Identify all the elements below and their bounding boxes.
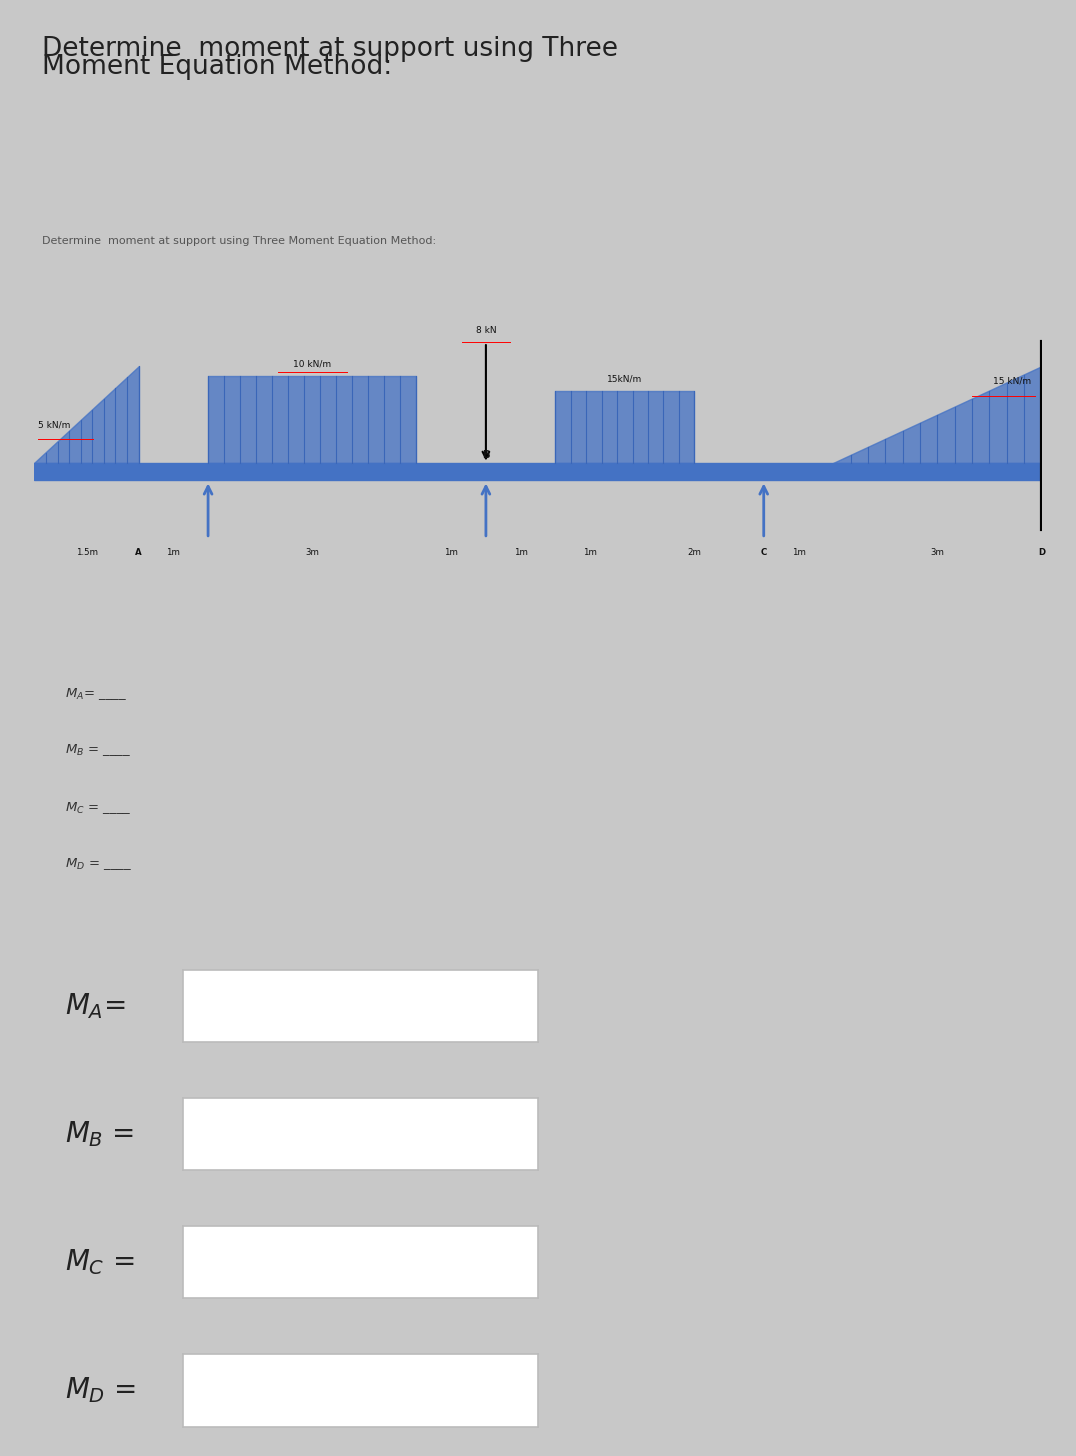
Text: $M_A$=: $M_A$=: [65, 992, 125, 1021]
Text: 1.5m: 1.5m: [75, 549, 98, 558]
Text: B: B: [482, 450, 490, 460]
Text: A: A: [136, 549, 142, 558]
Text: $M_B$ = ____: $M_B$ = ____: [65, 743, 131, 759]
Bar: [208, 376, 416, 463]
Text: 1m: 1m: [583, 549, 597, 558]
Text: Moment Equation Method:: Moment Equation Method:: [42, 54, 393, 80]
Text: $M_D$ = ____: $M_D$ = ____: [65, 856, 132, 872]
Text: 3m: 3m: [306, 549, 320, 558]
Text: $M_A$= ____: $M_A$= ____: [65, 686, 127, 702]
Text: C: C: [761, 549, 767, 558]
Text: D: D: [1038, 549, 1045, 558]
Text: $M_D$ =: $M_D$ =: [65, 1376, 136, 1405]
Text: Determine  moment at support using Three: Determine moment at support using Three: [42, 36, 619, 63]
Text: $M_B$ =: $M_B$ =: [65, 1120, 134, 1149]
Polygon shape: [833, 367, 1042, 463]
Polygon shape: [34, 367, 139, 463]
Text: 1m: 1m: [513, 549, 527, 558]
Text: 15 kN/m: 15 kN/m: [993, 377, 1031, 386]
Text: $M_C$ = ____: $M_C$ = ____: [65, 799, 131, 815]
Text: 1m: 1m: [444, 549, 458, 558]
Text: 10 kN/m: 10 kN/m: [293, 360, 331, 368]
Bar: [555, 390, 694, 463]
Text: Determine  moment at support using Three Moment Equation Method:: Determine moment at support using Three …: [42, 236, 436, 246]
Text: 15kN/m: 15kN/m: [607, 374, 642, 383]
Text: 1m: 1m: [792, 549, 806, 558]
Text: 3m: 3m: [931, 549, 945, 558]
Text: 2m: 2m: [688, 549, 702, 558]
Text: $M_C$ =: $M_C$ =: [65, 1248, 134, 1277]
Text: 5 kN/m: 5 kN/m: [38, 421, 70, 430]
Text: 1m: 1m: [167, 549, 181, 558]
Text: 8 kN: 8 kN: [476, 326, 496, 335]
Bar: [34, 463, 1042, 480]
